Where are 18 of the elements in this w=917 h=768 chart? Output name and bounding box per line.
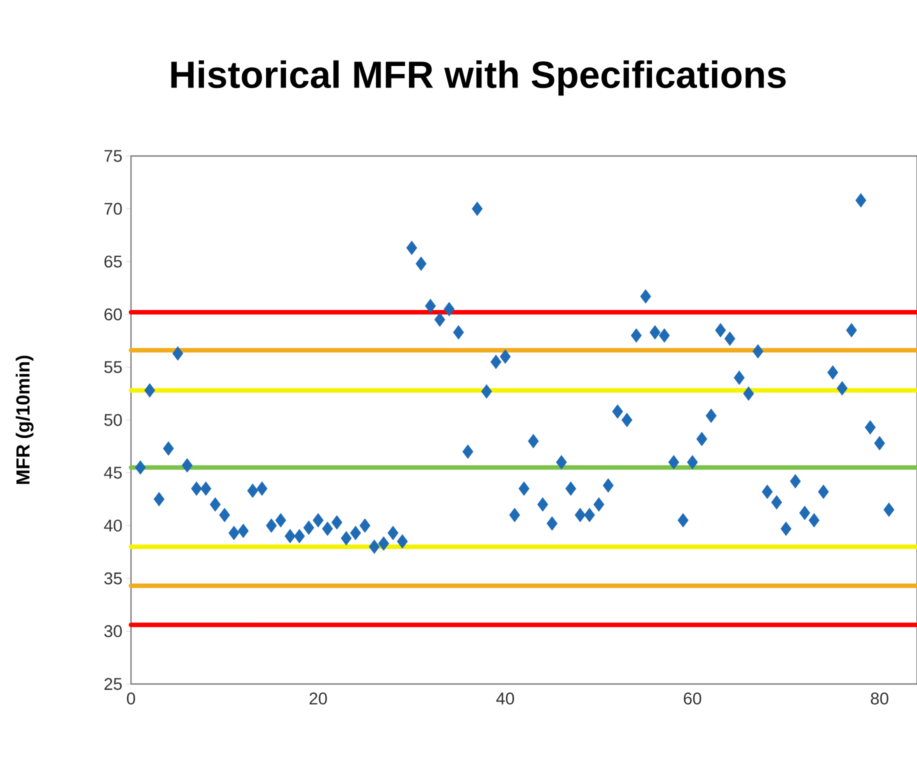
x-tick-label: 80 [870, 692, 888, 705]
y-tick-label: 65 [104, 256, 122, 268]
y-tick-label: 40 [104, 520, 122, 532]
y-axis-title: MFR (g/10min) [16, 356, 34, 484]
y-tick-label: 30 [104, 625, 122, 638]
y-tick-label: 70 [104, 202, 122, 215]
chart-title: Historical MFR with Specifications [171, 60, 786, 96]
y-tick-label: 45 [104, 466, 122, 479]
x-tick-label: 20 [310, 692, 327, 705]
x-tick-label: 40 [496, 692, 514, 705]
y-tick-label: 60 [104, 308, 122, 320]
x-tick-label: 0 [126, 692, 136, 705]
y-tick-label: 35 [104, 572, 122, 584]
y-tick-label: 50 [104, 414, 122, 426]
x-tick-label: 60 [684, 692, 702, 705]
y-tick-label: 55 [104, 361, 122, 374]
y-tick-label: 25 [104, 678, 122, 690]
y-tick-label: 75 [104, 150, 122, 162]
